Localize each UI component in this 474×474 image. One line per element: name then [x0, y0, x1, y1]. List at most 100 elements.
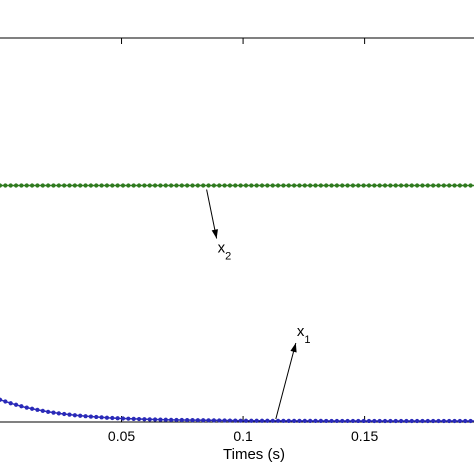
series-marker	[46, 183, 51, 188]
series-marker	[222, 183, 227, 188]
series-marker	[334, 183, 340, 188]
series-marker	[366, 418, 372, 424]
series-marker	[398, 418, 404, 424]
series-marker	[297, 183, 302, 188]
series-marker	[222, 418, 227, 423]
series-marker	[179, 183, 184, 188]
series-marker	[62, 411, 67, 417]
x-tick-label: 0.15	[351, 428, 378, 444]
series-marker	[152, 183, 158, 188]
series-marker	[217, 183, 222, 188]
series-marker	[110, 415, 115, 421]
series-marker	[3, 183, 8, 188]
series-marker	[447, 418, 452, 424]
series-marker	[0, 397, 3, 402]
series-marker	[297, 418, 302, 423]
series-2	[0, 183, 474, 188]
x-axis-label: Times (s)	[223, 446, 285, 463]
series-marker	[420, 183, 425, 188]
series-marker	[163, 417, 168, 422]
x1-label: x1	[297, 323, 311, 346]
series-marker	[152, 417, 158, 422]
series-marker	[233, 183, 238, 188]
series-marker	[78, 183, 83, 188]
data-series	[0, 183, 474, 424]
x-ticks: 0.05 0.1 0.15	[108, 38, 378, 444]
series-marker	[35, 407, 40, 412]
series-marker	[420, 418, 425, 424]
series-marker	[72, 413, 77, 418]
series-marker	[190, 418, 195, 423]
series-marker	[67, 183, 72, 188]
series-marker	[441, 418, 446, 424]
series-marker	[195, 418, 200, 423]
series-marker	[259, 418, 265, 423]
series-marker	[415, 418, 420, 424]
series-marker	[356, 183, 361, 188]
series-marker	[158, 183, 163, 188]
series-marker	[308, 183, 313, 188]
series-marker	[158, 417, 163, 422]
series-marker	[265, 418, 270, 423]
series-marker	[56, 183, 61, 188]
series-marker	[227, 418, 233, 423]
annotations: x2 x1	[206, 189, 311, 420]
series-marker	[302, 183, 307, 188]
series-marker	[8, 401, 13, 406]
series-marker	[350, 418, 356, 424]
series-marker	[51, 183, 56, 188]
series-marker	[318, 418, 323, 424]
series-marker	[136, 183, 142, 188]
series-marker	[340, 183, 345, 188]
series-marker	[270, 418, 275, 423]
series-marker	[201, 418, 206, 423]
series-marker	[404, 183, 409, 188]
series-marker	[329, 183, 334, 188]
series-marker	[147, 417, 152, 422]
series-marker	[292, 183, 297, 188]
series-marker	[324, 183, 329, 188]
series-marker	[468, 418, 473, 424]
series-marker	[398, 183, 404, 188]
series-marker	[431, 183, 436, 188]
series-marker	[3, 399, 8, 404]
series-marker	[46, 409, 51, 414]
series-marker	[169, 183, 174, 188]
series-marker	[265, 183, 270, 188]
series-marker	[286, 183, 291, 188]
series-1	[0, 397, 474, 424]
series-marker	[195, 183, 200, 188]
series-marker	[436, 418, 441, 424]
series-marker	[147, 183, 152, 188]
series-marker	[361, 183, 366, 188]
series-marker	[88, 183, 94, 188]
series-marker	[185, 183, 190, 188]
series-marker	[457, 183, 463, 188]
series-marker	[452, 183, 457, 188]
series-marker	[35, 183, 40, 188]
series-marker	[409, 418, 414, 424]
series-marker	[99, 183, 104, 188]
series-marker	[217, 418, 222, 423]
series-marker	[40, 183, 45, 188]
series-marker	[393, 418, 398, 424]
series-marker	[67, 412, 72, 417]
series-marker	[211, 418, 217, 423]
series-marker	[270, 183, 275, 188]
series-marker	[13, 402, 19, 407]
series-marker	[431, 418, 436, 424]
series-marker	[110, 183, 115, 188]
series-marker	[24, 405, 29, 410]
series-marker	[345, 183, 350, 188]
series-marker	[436, 183, 441, 188]
series-marker	[163, 183, 168, 188]
series-marker	[19, 183, 24, 188]
series-marker	[104, 415, 110, 420]
series-marker	[120, 183, 126, 188]
series-marker	[126, 183, 131, 188]
series-marker	[457, 418, 463, 424]
series-marker	[51, 410, 56, 415]
series-marker	[415, 183, 420, 188]
series-marker	[452, 418, 457, 424]
series-marker	[115, 416, 120, 421]
